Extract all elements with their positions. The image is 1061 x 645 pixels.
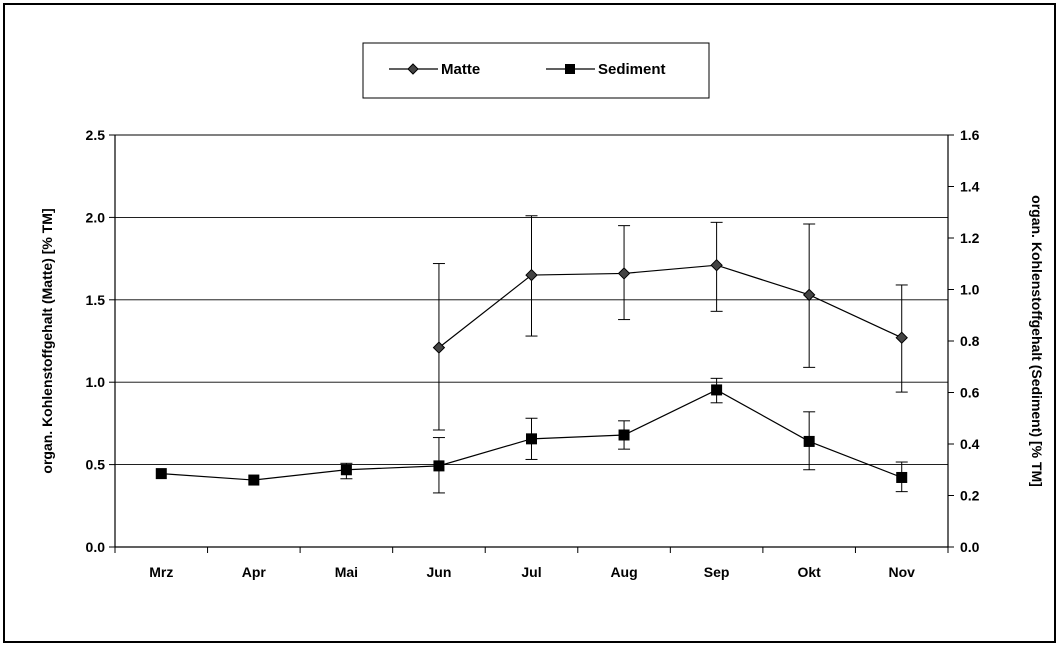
x-tick-label: Aug <box>610 564 637 580</box>
sediment-point <box>433 460 445 472</box>
legend-matte-label: Matte <box>441 61 480 78</box>
matte-point <box>710 258 723 272</box>
y-axis-left-label: organ. Kohlenstoffgehalt (Matte) [% TM] <box>39 208 55 473</box>
matte-point <box>895 331 908 344</box>
y-right-tick-label: 0.4 <box>960 436 980 452</box>
left-axis-ticks: 0.0 0.5 1.0 1.5 2.0 2.5 <box>86 127 115 555</box>
y-left-tick-label: 1.5 <box>86 292 106 308</box>
y-left-tick-label: 2.5 <box>86 127 106 143</box>
y-right-tick-label: 1.2 <box>960 230 980 246</box>
legend-sediment-marker <box>565 64 575 74</box>
y-left-tick-label: 0.5 <box>86 457 106 473</box>
sediment-point <box>711 384 723 396</box>
sediment-point <box>248 474 260 486</box>
legend: Matte Sediment <box>362 42 710 99</box>
x-tick-label: Okt <box>797 564 821 580</box>
matte-point <box>432 341 446 354</box>
x-axis-ticks: Mrz Apr Mai Jun Jul Aug Sep Okt Nov <box>114 547 949 580</box>
sediment-point <box>896 471 908 483</box>
sediment-point <box>340 464 352 476</box>
y-right-tick-label: 1.0 <box>960 282 980 298</box>
x-tick-label: Sep <box>704 564 730 580</box>
matte-point <box>525 268 538 282</box>
sediment-point <box>526 433 537 445</box>
y-right-tick-label: 0.6 <box>960 385 980 401</box>
chart-svg: Matte Sediment 0.0 0.5 1.0 1.5 2.0 2.5 0.0 0.2… <box>39 42 1045 580</box>
x-tick-label: Jul <box>521 564 541 580</box>
x-tick-label: Jun <box>426 564 451 580</box>
y-left-tick-label: 0.0 <box>86 539 106 555</box>
sediment-point <box>618 429 630 441</box>
x-tick-label: Mrz <box>149 564 173 580</box>
y-left-tick-label: 2.0 <box>86 209 106 225</box>
sediment-point <box>803 435 815 447</box>
legend-matte-marker <box>407 63 419 75</box>
legend-box <box>362 42 710 99</box>
y-axis-right-label: organ. Kohlenstoffgehalt (Sediment) [% T… <box>1029 195 1045 487</box>
x-tick-label: Nov <box>888 564 915 580</box>
y-right-tick-label: 0.2 <box>960 488 980 504</box>
y-right-tick-label: 0.8 <box>960 333 980 349</box>
series-sediment <box>155 377 908 494</box>
chart-frame: Matte Sediment 0.0 0.5 1.0 1.5 2.0 2.5 0.0 0.2… <box>3 3 1056 643</box>
x-tick-label: Apr <box>242 564 267 580</box>
y-left-tick-label: 1.0 <box>86 374 106 390</box>
x-tick-label: Mai <box>335 564 358 580</box>
y-right-tick-label: 1.6 <box>960 127 980 143</box>
legend-sediment-label: Sediment <box>598 61 666 78</box>
matte-line <box>438 264 902 349</box>
right-axis-ticks: 0.0 0.2 0.4 0.6 0.8 1.0 1.2 1.4 1.6 <box>948 127 980 555</box>
y-right-tick-label: 1.4 <box>960 179 980 195</box>
series-matte <box>432 215 908 431</box>
matte-point <box>617 267 631 280</box>
matte-point <box>802 288 816 302</box>
y-right-tick-label: 0.0 <box>960 539 980 555</box>
sediment-point <box>155 468 167 480</box>
